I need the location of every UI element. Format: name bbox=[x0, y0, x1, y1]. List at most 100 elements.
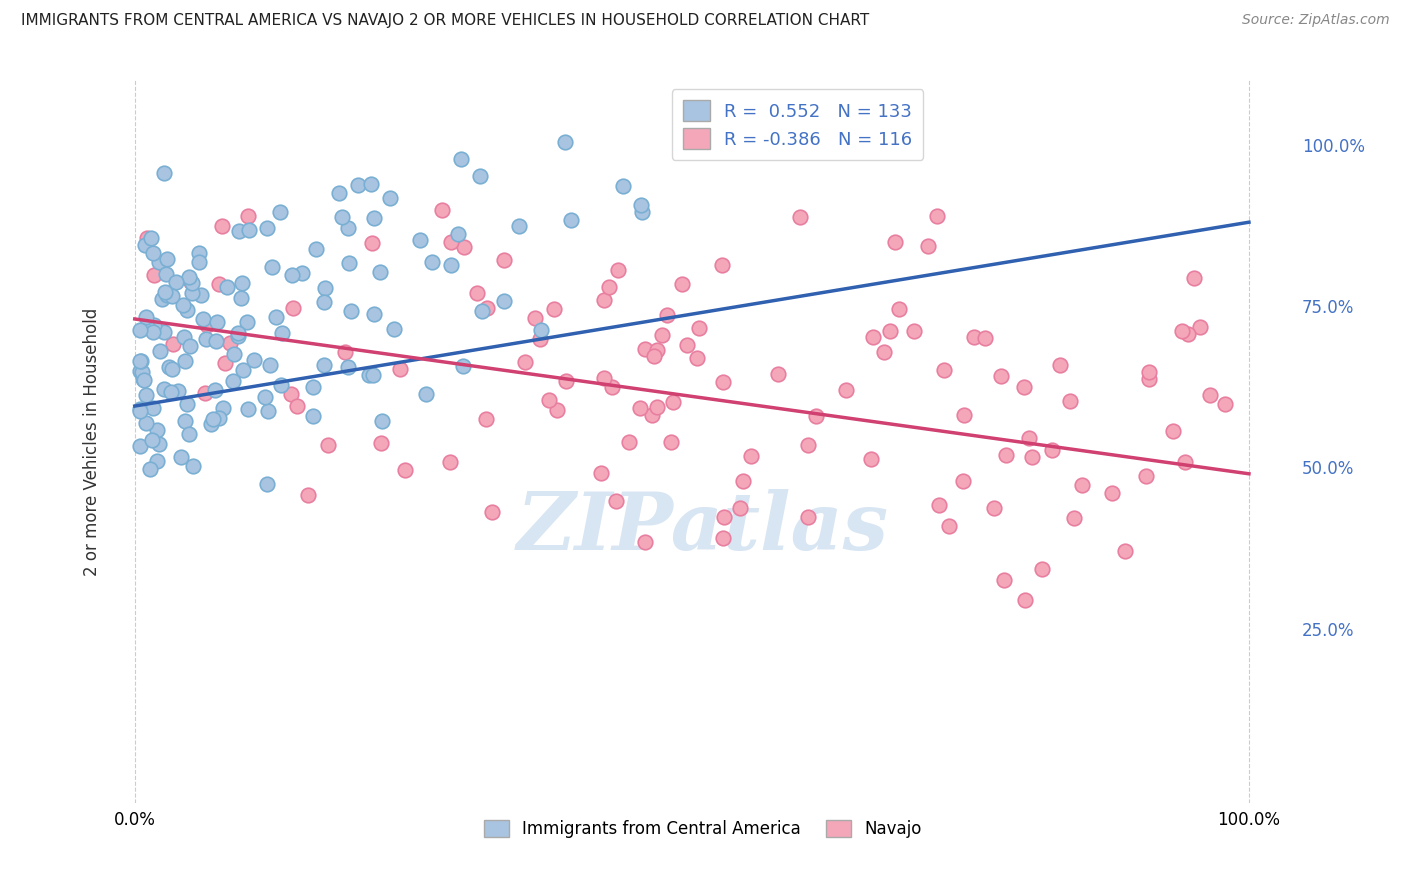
Point bbox=[1031, 562, 1053, 576]
Point bbox=[370, 436, 392, 450]
Point bbox=[382, 322, 405, 336]
Point bbox=[1014, 380, 1036, 394]
Point bbox=[142, 401, 165, 416]
Point bbox=[173, 354, 195, 368]
Point bbox=[226, 328, 249, 343]
Point bbox=[606, 263, 628, 277]
Point bbox=[962, 330, 984, 344]
Point bbox=[995, 448, 1018, 462]
Point bbox=[187, 245, 209, 260]
Point bbox=[177, 426, 200, 441]
Point bbox=[688, 321, 710, 335]
Point bbox=[903, 324, 925, 338]
Point bbox=[314, 295, 336, 310]
Point bbox=[228, 225, 250, 239]
Point bbox=[142, 268, 165, 283]
Point bbox=[766, 368, 789, 382]
Point bbox=[1137, 365, 1160, 379]
Point bbox=[173, 414, 195, 428]
Point bbox=[211, 219, 233, 234]
Point bbox=[231, 363, 253, 377]
Point bbox=[440, 235, 463, 250]
Point bbox=[285, 399, 308, 413]
Point bbox=[141, 231, 163, 245]
Point bbox=[132, 372, 155, 386]
Point bbox=[600, 380, 623, 394]
Point bbox=[412, 47, 434, 62]
Point bbox=[180, 276, 202, 290]
Point bbox=[214, 356, 236, 370]
Point bbox=[751, 26, 773, 40]
Point bbox=[136, 231, 159, 245]
Point bbox=[592, 293, 614, 307]
Point bbox=[195, 332, 218, 346]
Point bbox=[172, 298, 194, 312]
Point bbox=[860, 451, 883, 466]
Point bbox=[380, 191, 402, 205]
Point bbox=[796, 510, 818, 524]
Point bbox=[160, 385, 183, 400]
Point bbox=[993, 573, 1015, 587]
Point bbox=[291, 266, 314, 280]
Point bbox=[450, 152, 472, 166]
Point bbox=[619, 434, 641, 449]
Point bbox=[546, 403, 568, 417]
Point bbox=[834, 383, 856, 397]
Point bbox=[953, 408, 976, 422]
Y-axis label: 2 or more Vehicles in Household: 2 or more Vehicles in Household bbox=[83, 308, 101, 575]
Point bbox=[129, 439, 152, 453]
Point bbox=[360, 235, 382, 250]
Point bbox=[492, 253, 515, 268]
Point bbox=[925, 209, 948, 223]
Point bbox=[368, 265, 391, 279]
Point bbox=[208, 277, 231, 291]
Point bbox=[728, 501, 751, 516]
Point bbox=[181, 459, 204, 474]
Point bbox=[633, 342, 655, 356]
Point bbox=[879, 324, 901, 338]
Point bbox=[270, 326, 292, 340]
Point bbox=[415, 387, 437, 401]
Point bbox=[1199, 388, 1222, 402]
Point bbox=[180, 285, 202, 300]
Text: IMMIGRANTS FROM CENTRAL AMERICA VS NAVAJO 2 OR MORE VEHICLES IN HOUSEHOLD CORREL: IMMIGRANTS FROM CENTRAL AMERICA VS NAVAJ… bbox=[21, 13, 869, 29]
Point bbox=[634, 535, 657, 549]
Point bbox=[337, 220, 360, 235]
Point bbox=[314, 281, 336, 295]
Point bbox=[713, 509, 735, 524]
Point bbox=[938, 519, 960, 533]
Point bbox=[363, 211, 385, 226]
Point bbox=[451, 359, 474, 374]
Point bbox=[302, 379, 325, 393]
Point bbox=[156, 288, 179, 302]
Point bbox=[1114, 544, 1136, 558]
Point bbox=[222, 374, 245, 388]
Point bbox=[932, 363, 955, 377]
Point bbox=[676, 338, 699, 352]
Point bbox=[430, 203, 453, 218]
Point bbox=[346, 178, 368, 193]
Point bbox=[862, 330, 884, 344]
Point bbox=[212, 401, 235, 415]
Point bbox=[270, 378, 292, 392]
Point bbox=[468, 169, 491, 183]
Point bbox=[188, 254, 211, 268]
Text: ZIPatlas: ZIPatlas bbox=[517, 490, 889, 567]
Point bbox=[145, 454, 167, 468]
Point bbox=[631, 205, 654, 219]
Point bbox=[297, 488, 319, 502]
Point bbox=[1137, 372, 1160, 386]
Point bbox=[281, 301, 304, 316]
Text: Source: ZipAtlas.com: Source: ZipAtlas.com bbox=[1241, 13, 1389, 28]
Point bbox=[605, 494, 627, 508]
Point bbox=[148, 437, 170, 451]
Point bbox=[475, 301, 498, 315]
Point bbox=[190, 287, 212, 301]
Point bbox=[465, 286, 488, 301]
Point bbox=[655, 309, 678, 323]
Point bbox=[388, 362, 411, 376]
Point bbox=[983, 500, 1005, 515]
Point bbox=[162, 337, 184, 351]
Point bbox=[1161, 424, 1184, 438]
Point bbox=[651, 327, 673, 342]
